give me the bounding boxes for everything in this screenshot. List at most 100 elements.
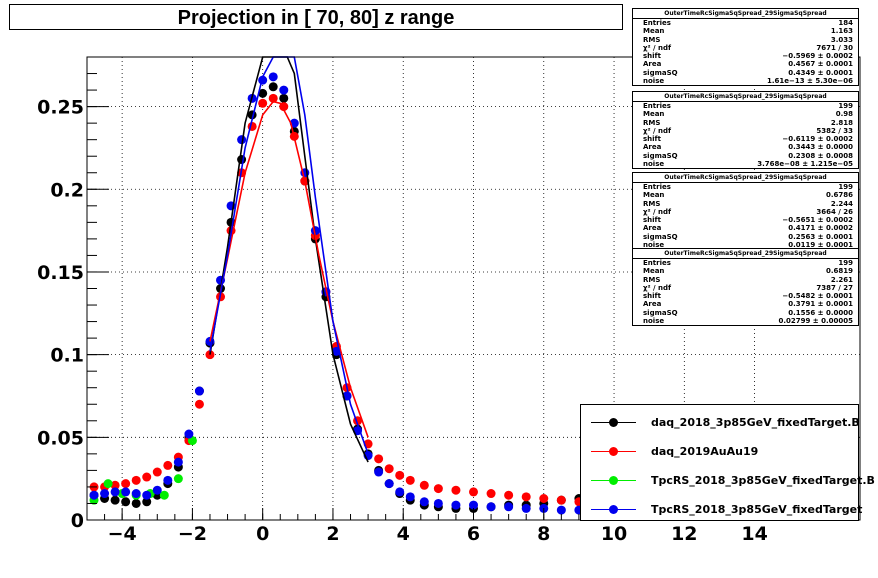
data-point: [279, 93, 289, 103]
legend: daq_2018_3p85GeV_fixedTarget.B daq_2019Au…: [580, 404, 875, 521]
data-point: [173, 474, 183, 484]
legend-marker: [609, 476, 618, 485]
x-tick-label: 12: [671, 523, 697, 545]
stats-row-value: 0.2308 ± 0.0008: [788, 151, 853, 160]
data-point: [433, 498, 443, 508]
stats-panel-title: OuterTimeRcSigmaSqSpread_29SigmaSqSpread: [633, 9, 858, 19]
legend-label: daq_2019AuAu19: [651, 445, 759, 458]
stats-row-label: noise: [643, 241, 665, 250]
data-point: [163, 475, 173, 485]
data-point: [131, 489, 141, 499]
data-point: [433, 484, 443, 494]
data-point: [405, 475, 415, 485]
stats-row-label: Area: [643, 143, 662, 152]
stats-row-value: 1.163: [830, 27, 853, 36]
stats-row-label: sigmaSQ: [643, 151, 678, 160]
stats-row: Entries 199: [633, 102, 858, 110]
stats-row-label: Area: [643, 60, 662, 69]
data-point: [451, 500, 461, 510]
stats-row-label: shift: [643, 52, 661, 61]
y-tick-label: 0.2: [50, 179, 84, 201]
stats-row-label: noise: [643, 77, 665, 86]
stats-row: sigmaSQ 0.2308 ± 0.0008: [633, 152, 858, 160]
data-point: [131, 475, 141, 485]
stats-row: Mean 0.6786: [633, 191, 858, 199]
x-tick-label: 2: [326, 523, 339, 545]
stats-panel: OuterTimeRcSigmaSqSpread_29SigmaSqSpread…: [632, 172, 859, 251]
legend-entry: daq_2019AuAu19: [581, 442, 858, 462]
data-point: [384, 464, 394, 474]
stats-row-label: Entries: [643, 259, 671, 267]
data-point: [121, 487, 131, 497]
stats-row: RMS 2.261: [633, 276, 858, 284]
stats-row-label: noise: [643, 317, 665, 326]
legend-marker: [609, 447, 618, 456]
stats-row-value: 0.6786: [825, 191, 853, 200]
data-point: [173, 457, 183, 467]
data-point: [152, 467, 162, 477]
stats-row-value: 2.261: [830, 275, 853, 284]
stats-row-value: 0.02799 ± 0.00005: [778, 317, 853, 326]
stats-row-label: Mean: [643, 267, 665, 276]
data-point: [237, 155, 247, 165]
y-tick-label: 0.05: [37, 427, 84, 449]
data-point: [131, 498, 141, 508]
data-point: [374, 467, 384, 477]
stats-row-value: −0.5969 ± 0.0002: [782, 52, 853, 61]
stats-row-value: 5382 / 33: [816, 126, 853, 135]
data-point: [121, 497, 131, 507]
data-point: [142, 472, 152, 482]
data-point: [504, 502, 514, 512]
stats-row: Area 0.3791 ± 0.0001: [633, 300, 858, 308]
chart-title: Projection in [ 70, 80] z range: [9, 4, 623, 30]
axes: −4 −2 0 2 4 6 8 10 12 14 0 0.05 0.1 0.15 0.2 0.25: [37, 56, 861, 545]
legend-entry: daq_2018_3p85GeV_fixedTarget.B: [581, 413, 860, 433]
data-point: [184, 429, 194, 439]
stats-row-label: χ² / ndf: [643, 43, 672, 52]
data-point: [419, 480, 429, 490]
data-point: [486, 502, 496, 512]
stats-row-label: RMS: [643, 118, 661, 127]
legend-label: daq_2018_3p85GeV_fixedTarget.B: [651, 416, 860, 429]
stats-panel: OuterTimeRcSigmaSqSpread_29SigmaSqSpread…: [632, 91, 859, 170]
stats-row-label: sigmaSQ: [643, 232, 678, 241]
stats-row-label: shift: [643, 135, 661, 144]
data-layer: [89, 56, 601, 517]
stats-row-value: −0.5651 ± 0.0002: [782, 216, 853, 225]
data-point: [521, 492, 531, 502]
stats-row-value: 0.1556 ± 0.0000: [788, 308, 853, 317]
stats-row-value: 3.033: [830, 35, 853, 44]
data-point: [268, 82, 278, 92]
stats-row-value: 0.0119 ± 0.0001: [788, 241, 853, 250]
stats-row: noise 0.0119 ± 0.0001: [633, 241, 858, 249]
stats-row-value: 7387 / 27: [816, 283, 853, 292]
stats-row-value: 0.3791 ± 0.0001: [788, 300, 853, 309]
data-point: [194, 399, 204, 409]
legend-marker: [609, 418, 618, 427]
stats-row-value: 3664 / 26: [816, 207, 853, 216]
stats-panel-title: OuterTimeRcSigmaSqSpread_29SigmaSqSpread: [633, 249, 858, 259]
data-point: [110, 487, 120, 497]
stats-row-label: Mean: [643, 191, 665, 200]
stats-panel: OuterTimeRcSigmaSqSpread_29SigmaSqSpread…: [632, 248, 859, 327]
stats-row-value: 0.3443 ± 0.0000: [788, 143, 853, 152]
stats-row-value: 0.4567 ± 0.0001: [788, 60, 853, 69]
data-point: [258, 98, 268, 108]
stats-row-label: χ² / ndf: [643, 207, 672, 216]
data-point: [258, 88, 268, 98]
legend-label: TpcRS_2018_3p85GeV_fixedTarget: [651, 503, 863, 516]
data-point: [110, 495, 120, 505]
data-point: [556, 495, 566, 505]
stats-row-label: χ² / ndf: [643, 283, 672, 292]
stats-row: noise 1.61e−13 ± 5.30e−06: [633, 77, 858, 85]
data-point: [163, 460, 173, 470]
stats-row-value: 2.818: [830, 118, 853, 127]
legend-marker: [609, 505, 618, 514]
stats-row: Area 0.4567 ± 0.0001: [633, 60, 858, 68]
stats-row-value: 0.4349 ± 0.0001: [788, 68, 853, 77]
stats-row: χ² / ndf 7671 / 30: [633, 44, 858, 52]
stats-row: χ² / ndf 5382 / 33: [633, 127, 858, 135]
x-tick-label: 4: [397, 523, 410, 545]
stats-row-label: Area: [643, 300, 662, 309]
